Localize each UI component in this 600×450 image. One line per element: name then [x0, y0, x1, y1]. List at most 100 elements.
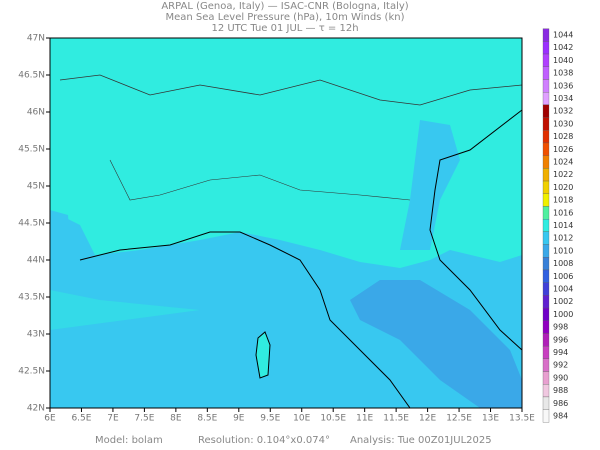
x-tick-label: 12E	[419, 414, 436, 424]
colorbar-cell	[542, 28, 550, 42]
colorbar-label: 1024	[553, 158, 573, 167]
colorbar-label: 1038	[553, 69, 573, 78]
colorbar-cell	[542, 142, 550, 156]
colorbar-cell	[542, 231, 550, 245]
colorbar-label: 990	[553, 373, 568, 382]
coastline	[79, 231, 411, 409]
y-tick-label: 43N	[27, 330, 45, 340]
x-tick-label: 8E	[170, 414, 182, 424]
colorbar-cell	[542, 92, 550, 106]
colorbar-label: 1016	[553, 208, 573, 217]
x-tick-label: 11.5E	[383, 414, 409, 424]
colorbar-label: 1008	[553, 259, 573, 268]
colorbar-cell	[542, 130, 550, 144]
colorbar-label: 1036	[553, 81, 573, 90]
colorbar-label: 1026	[553, 145, 573, 154]
colorbar-cell	[542, 244, 550, 258]
colorbar-cell	[542, 193, 550, 207]
colorbar-label: 1020	[553, 183, 573, 192]
colorbar-cell	[542, 218, 550, 232]
colorbar-label: 1012	[553, 234, 573, 243]
y-tick-label: 44.5N	[18, 219, 45, 229]
x-tick-label: 12.5E	[446, 414, 472, 424]
x-tick-label: 13.5E	[509, 414, 535, 424]
colorbar-cell	[542, 345, 550, 359]
footer-text: Analysis: Tue 00Z01JUL2025	[350, 435, 492, 446]
colorbar-label: 1014	[553, 221, 573, 230]
y-tick-label: 46N	[27, 108, 45, 118]
colorbar-label: 1032	[553, 107, 573, 116]
x-tick-label: 9.5E	[260, 414, 280, 424]
colorbar-label: 1044	[553, 31, 573, 40]
colorbar-cell	[542, 333, 550, 347]
colorbar-cell	[542, 79, 550, 93]
pressure-field	[50, 210, 522, 408]
colorbar-cell	[542, 53, 550, 67]
colorbar-label: 1022	[553, 170, 573, 179]
x-tick-label: 13E	[482, 414, 499, 424]
colorbar-cell	[542, 295, 550, 309]
map-area	[49, 37, 523, 409]
pressure-field	[350, 280, 522, 408]
colorbar-label: 1034	[553, 94, 573, 103]
border	[109, 159, 411, 201]
colorbar-cell	[542, 307, 550, 321]
corsica	[255, 331, 271, 379]
y-tick-label: 45.5N	[18, 145, 45, 155]
colorbar-label: 1010	[553, 246, 573, 255]
x-tick-label: 7.5E	[134, 414, 154, 424]
y-tick-label: 42.5N	[18, 367, 45, 377]
y-tick-label: 42N	[27, 404, 45, 414]
y-tick-label: 47N	[27, 34, 45, 44]
x-tick-label: 7E	[107, 414, 119, 424]
colorbar-cell	[542, 206, 550, 220]
colorbar-label: 988	[553, 386, 568, 395]
colorbar-cell	[542, 180, 550, 194]
pressure-field	[400, 120, 460, 250]
header-line: ARPAL (Genoa, Italy) — ISAC-CNR (Bologna…	[161, 1, 408, 12]
colorbar-cell	[542, 384, 550, 398]
y-tick-label: 44N	[27, 256, 45, 266]
pressure-field	[50, 290, 200, 330]
colorbar-cell	[542, 409, 550, 423]
colorbar-label: 984	[553, 412, 568, 421]
colorbar-cell	[542, 320, 550, 334]
colorbar-label: 996	[553, 335, 568, 344]
colorbar-cell	[542, 269, 550, 283]
colorbar-label: 1040	[553, 56, 573, 65]
colorbar-label: 1030	[553, 119, 573, 128]
header-line: Mean Sea Level Pressure (hPa), 10m Winds…	[166, 12, 405, 23]
colorbar-cell	[542, 282, 550, 296]
colorbar-cell	[542, 66, 550, 80]
y-tick-label: 45N	[27, 182, 45, 192]
x-tick-label: 11E	[356, 414, 373, 424]
colorbar-label: 1004	[553, 285, 573, 294]
colorbar-cell	[542, 396, 550, 410]
x-tick-label: 6.5E	[71, 414, 91, 424]
x-tick-label: 10.5E	[320, 414, 346, 424]
pressure-field	[50, 210, 70, 245]
x-tick-label: 10E	[293, 414, 310, 424]
colorbar-cell	[542, 41, 550, 55]
y-tick-label: 43.5N	[18, 293, 45, 303]
colorbar-label: 1006	[553, 272, 573, 281]
x-tick-label: 6E	[44, 414, 56, 424]
colorbar-label: 1042	[553, 43, 573, 52]
colorbar-label: 1028	[553, 132, 573, 141]
colorbar-label: 986	[553, 399, 568, 408]
y-tick-label: 46.5N	[18, 71, 45, 81]
coastline	[429, 109, 523, 351]
footer-text: Resolution: 0.104°x0.074°	[198, 435, 330, 446]
colorbar-label: 1018	[553, 196, 573, 205]
header-line: 12 UTC Tue 01 JUL — τ = 12h	[211, 23, 358, 34]
colorbar-cell	[542, 371, 550, 385]
x-tick-label: 8.5E	[197, 414, 217, 424]
footer-text: Model: bolam	[95, 435, 163, 446]
colorbar-cell	[542, 257, 550, 271]
colorbar-label: 994	[553, 348, 568, 357]
colorbar-cell	[542, 358, 550, 372]
colorbar-cell	[542, 104, 550, 118]
colorbar-label: 1000	[553, 310, 573, 319]
